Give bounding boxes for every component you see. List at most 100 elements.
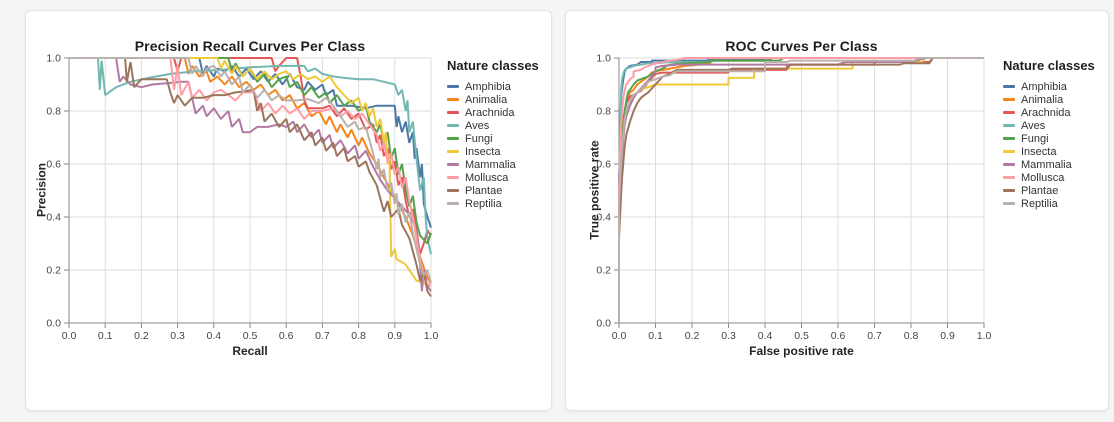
series-line-plantae — [618, 57, 984, 323]
roc-legend: Nature classes Amphibia Animalia Arachnida… — [1003, 58, 1095, 210]
series-line-reptilia — [69, 57, 432, 284]
legend-item-animalia: Animalia — [1003, 93, 1095, 106]
series-line-mollusca — [69, 57, 432, 287]
legend-item-mammalia: Mammalia — [447, 158, 539, 171]
legend-item-mammalia: Mammalia — [1003, 158, 1095, 171]
x-tick-label: 0.5 — [243, 330, 258, 342]
legend-item-fungi: Fungi — [1003, 132, 1095, 145]
x-tick-label: 0.4 — [758, 330, 773, 342]
legend-label-insecta: Insecta — [1021, 145, 1057, 158]
legend-item-mollusca: Mollusca — [1003, 171, 1095, 184]
roc-chart-title: ROC Curves Per Class — [725, 38, 878, 54]
series-line-mammalia — [69, 57, 432, 292]
y-tick-label: 0.4 — [46, 212, 61, 224]
legend-label-plantae: Plantae — [465, 184, 503, 197]
legend-label-arachnida: Arachnida — [465, 106, 515, 119]
legend-label-reptilia: Reptilia — [465, 197, 502, 210]
legend-swatch-mammalia — [1003, 163, 1015, 166]
legend-label-reptilia: Reptilia — [1021, 197, 1058, 210]
legend-label-amphibia: Amphibia — [465, 80, 511, 93]
legend-label-amphibia: Amphibia — [1021, 80, 1067, 93]
x-tick-label: 0.2 — [685, 330, 700, 342]
legend-label-aves: Aves — [465, 119, 490, 132]
x-tick-label: 0.8 — [904, 330, 919, 342]
legend-label-mollusca: Mollusca — [465, 171, 509, 184]
y-tick-label: 0.0 — [46, 318, 61, 330]
legend-item-mollusca: Mollusca — [447, 171, 539, 184]
x-tick-label: 0.3 — [170, 330, 185, 342]
legend-label-animalia: Animalia — [465, 93, 508, 106]
legend-swatch-amphibia — [447, 85, 459, 88]
x-tick-label: 0.7 — [315, 330, 330, 342]
series-line-insecta — [69, 57, 432, 287]
legend-swatch-mammalia — [447, 163, 459, 166]
x-tick-label: 0.1 — [648, 330, 663, 342]
series-line-aves — [69, 57, 432, 255]
legend-swatch-plantae — [1003, 189, 1015, 192]
y-tick-label: 1.0 — [46, 53, 61, 65]
legend-item-plantae: Plantae — [447, 184, 539, 197]
legend-swatch-animalia — [1003, 98, 1015, 101]
x-tick-label: 1.0 — [977, 330, 992, 342]
legend-label-plantae: Plantae — [1021, 184, 1059, 197]
y-tick-label: 0.4 — [596, 212, 611, 224]
y-tick-label: 0.8 — [596, 106, 611, 118]
x-tick-label: 0.0 — [612, 330, 627, 342]
legend-item-aves: Aves — [447, 119, 539, 132]
x-tick-label: 0.5 — [794, 330, 809, 342]
legend-label-arachnida: Arachnida — [1021, 106, 1071, 119]
legend-item-insecta: Insecta — [1003, 145, 1095, 158]
roc-curve-card: 0.0 0.1 0.2 0.3 0.4 0.5 0.6 0.7 0.8 0.9 1.0 0.0 0.2 0… — [565, 10, 1109, 411]
legend-label-aves: Aves — [1021, 119, 1046, 132]
legend-item-arachnida: Arachnida — [447, 106, 539, 119]
legend-title: Nature classes — [447, 58, 539, 73]
legend-item-plantae: Plantae — [1003, 184, 1095, 197]
pr-y-axis-title: Precision — [34, 162, 49, 218]
legend-title: Nature classes — [1003, 58, 1095, 73]
legend-item-amphibia: Amphibia — [447, 80, 539, 93]
x-tick-label: 0.6 — [831, 330, 846, 342]
legend-swatch-mollusca — [447, 176, 459, 179]
roc-chart-canvas: 0.0 0.1 0.2 0.3 0.4 0.5 0.6 0.7 0.8 0.9 1.0 0.0 0.2 0… — [596, 53, 992, 343]
legend-swatch-fungi — [447, 137, 459, 140]
y-tick-label: 0.6 — [596, 159, 611, 171]
legend-item-insecta: Insecta — [447, 145, 539, 158]
y-tick-label: 1.0 — [596, 53, 611, 65]
legend-label-fungi: Fungi — [465, 132, 493, 145]
legend-swatch-plantae — [447, 189, 459, 192]
legend-label-mammalia: Mammalia — [1021, 158, 1072, 171]
legend-item-amphibia: Amphibia — [1003, 80, 1095, 93]
x-tick-label: 0.1 — [98, 330, 113, 342]
pr-legend: Nature classes Amphibia Animalia Arachnida… — [447, 58, 539, 210]
legend-swatch-arachnida — [447, 111, 459, 114]
y-tick-label: 0.8 — [46, 106, 61, 118]
y-tick-label: 0.2 — [596, 265, 611, 277]
pr-x-axis-title: Recall — [232, 344, 268, 358]
legend-swatch-insecta — [1003, 150, 1015, 153]
pr-curve-card: 0.0 0.1 0.2 0.3 0.4 0.5 0.6 0.7 0.8 0.9 1.0 0.0 0.2 0… — [25, 10, 552, 411]
legend-item-aves: Aves — [1003, 119, 1095, 132]
x-tick-label: 0.8 — [351, 330, 366, 342]
legend-item-animalia: Animalia — [447, 93, 539, 106]
legend-swatch-aves — [447, 124, 459, 127]
legend-item-arachnida: Arachnida — [1003, 106, 1095, 119]
legend-label-fungi: Fungi — [1021, 132, 1049, 145]
legend-label-mollusca: Mollusca — [1021, 171, 1065, 184]
x-tick-label: 1.0 — [424, 330, 439, 342]
series-line-plantae — [69, 57, 432, 298]
legend-swatch-insecta — [447, 150, 459, 153]
series-line-animalia — [69, 57, 432, 284]
legend-item-reptilia: Reptilia — [1003, 197, 1095, 210]
pr-chart-title: Precision Recall Curves Per Class — [134, 38, 366, 54]
x-tick-label: 0.4 — [206, 330, 221, 342]
legend-item-reptilia: Reptilia — [447, 197, 539, 210]
legend-swatch-mollusca — [1003, 176, 1015, 179]
pr-chart-canvas: 0.0 0.1 0.2 0.3 0.4 0.5 0.6 0.7 0.8 0.9 1.0 0.0 0.2 0… — [46, 53, 439, 343]
legend-label-insecta: Insecta — [465, 145, 501, 158]
series-line-reptilia — [618, 57, 984, 323]
x-tick-label: 0.2 — [134, 330, 149, 342]
x-tick-label: 0.0 — [62, 330, 77, 342]
roc-x-axis-title: False positive rate — [749, 344, 854, 358]
legend-label-mammalia: Mammalia — [465, 158, 516, 171]
x-tick-label: 0.3 — [721, 330, 736, 342]
